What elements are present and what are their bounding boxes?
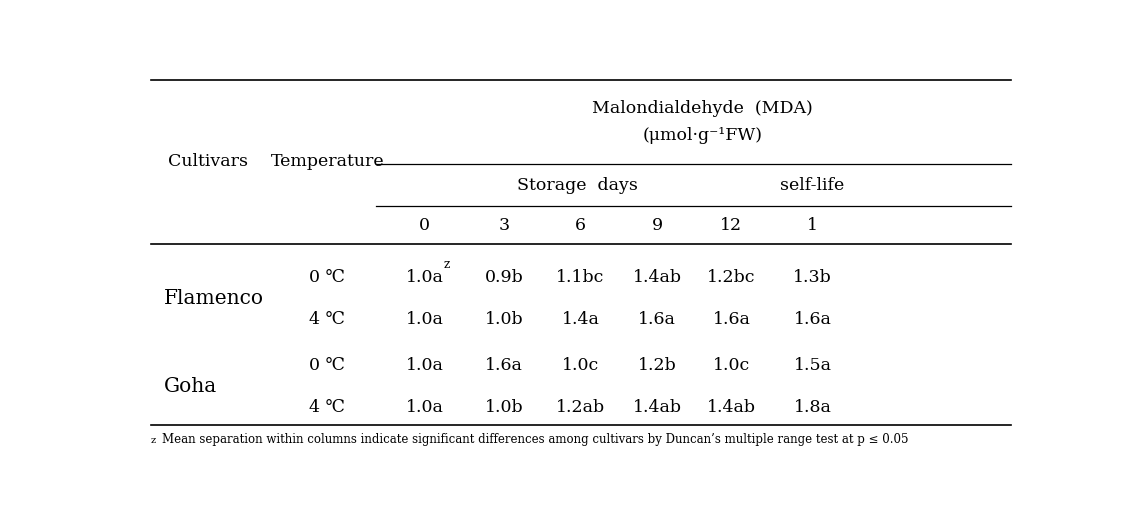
Text: 0 ℃: 0 ℃ <box>310 357 346 374</box>
Text: 1.5a: 1.5a <box>793 357 832 374</box>
Text: Storage  days: Storage days <box>518 177 638 194</box>
Text: 9: 9 <box>652 217 662 234</box>
Text: 12: 12 <box>720 217 742 234</box>
Text: 4 ℃: 4 ℃ <box>310 399 346 415</box>
Text: z: z <box>444 257 451 270</box>
Text: 1.0b: 1.0b <box>485 399 523 415</box>
Text: Mean separation within columns indicate significant differences among cultivars : Mean separation within columns indicate … <box>162 433 908 446</box>
Text: 1.4a: 1.4a <box>562 311 600 328</box>
Text: 1.0a: 1.0a <box>405 357 444 374</box>
Text: 3: 3 <box>498 217 510 234</box>
Text: self-life: self-life <box>781 177 844 194</box>
Text: 1.2ab: 1.2ab <box>556 399 605 415</box>
Text: 1.2b: 1.2b <box>638 357 677 374</box>
Text: 0.9b: 0.9b <box>485 269 523 286</box>
Text: Flamenco: Flamenco <box>164 289 264 308</box>
Text: 1.0b: 1.0b <box>485 311 523 328</box>
Text: Goha: Goha <box>164 377 217 396</box>
Text: 1.8a: 1.8a <box>793 399 832 415</box>
Text: 1.0c: 1.0c <box>712 357 750 374</box>
Text: 1.4ab: 1.4ab <box>633 269 682 286</box>
Text: Cultivars: Cultivars <box>168 153 248 170</box>
Text: 1.6a: 1.6a <box>793 311 832 328</box>
Text: 1.4ab: 1.4ab <box>633 399 682 415</box>
Text: 1.1bc: 1.1bc <box>556 269 604 286</box>
Text: 1.4ab: 1.4ab <box>707 399 756 415</box>
Text: 6: 6 <box>575 217 586 234</box>
Text: Temperature: Temperature <box>271 153 385 170</box>
Text: Malondialdehyde  (MDA): Malondialdehyde (MDA) <box>592 99 813 117</box>
Text: 1.3b: 1.3b <box>793 269 832 286</box>
Text: 1.6a: 1.6a <box>712 311 750 328</box>
Text: 1.6a: 1.6a <box>638 311 676 328</box>
Text: 1.6a: 1.6a <box>485 357 522 374</box>
Text: 4 ℃: 4 ℃ <box>310 311 346 328</box>
Text: 1.2bc: 1.2bc <box>707 269 756 286</box>
Text: 1: 1 <box>807 217 818 234</box>
Text: z: z <box>151 436 156 445</box>
Text: 1.0a: 1.0a <box>405 399 444 415</box>
Text: 0: 0 <box>419 217 430 234</box>
Text: 0 ℃: 0 ℃ <box>310 269 346 286</box>
Text: 1.0a: 1.0a <box>405 311 444 328</box>
Text: 1.0a: 1.0a <box>405 269 444 286</box>
Text: 1.0c: 1.0c <box>562 357 600 374</box>
Text: (μmol·g⁻¹FW): (μmol·g⁻¹FW) <box>642 127 762 145</box>
